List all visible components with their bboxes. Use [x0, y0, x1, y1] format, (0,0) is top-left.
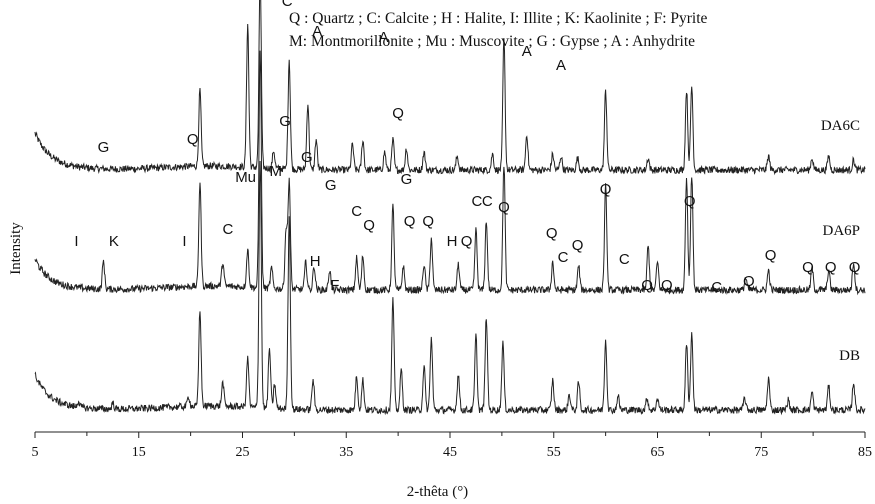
annotation-db-8: F	[330, 277, 339, 294]
series-label-db: DB	[839, 348, 860, 364]
annotation-db-20: C	[558, 249, 569, 266]
annotation-db-21: Q	[572, 237, 584, 254]
annotation-da6c-6: A	[556, 57, 566, 74]
annotation-db-23: C	[619, 251, 630, 268]
annotation-db-2: I	[182, 233, 186, 250]
legend-line-1: Q : Quartz ; C: Calcite ; H : Halite, I:…	[289, 10, 708, 27]
annotation-db-27: C	[711, 279, 722, 296]
annotation-da6c-3: A	[312, 23, 322, 40]
annotation-da6p-2: G	[301, 149, 313, 166]
annotation-db-25: Q	[661, 277, 673, 294]
annotation-da6c-1: C	[282, 0, 293, 10]
annotation-db-4: C	[223, 221, 234, 238]
annotation-db-9: C	[351, 203, 362, 220]
series-line-db	[34, 160, 866, 416]
legend-line-2: M: Montmorillonite ; Mu : Muscovite ; G …	[289, 33, 696, 50]
annotation-db-22: Q	[600, 181, 612, 198]
annotation-db-24: Q	[641, 277, 653, 294]
annotation-db-3: Q	[187, 131, 199, 148]
annotation-db-12: Q	[404, 213, 416, 230]
annotation-db-6: M	[269, 163, 282, 180]
annotation-db-19: Q	[546, 225, 558, 242]
annotation-db-28: Q	[743, 273, 755, 290]
annotation-db-29: Q	[765, 247, 777, 264]
annotation-da6p-4: G	[401, 171, 413, 188]
series-line-da6p	[34, 50, 866, 296]
annotation-db-5: Mu	[235, 169, 256, 186]
y-axis-label: Intensity	[7, 222, 24, 275]
series-line-da6c	[34, 0, 866, 176]
x-axis-label: 2-thêta (°)	[406, 484, 469, 500]
x-tick-label: 45	[443, 445, 457, 460]
series-label-da6c: DA6C	[821, 118, 860, 134]
annotation-db-16: C	[472, 193, 483, 210]
annotation-da6p-1: G	[279, 113, 291, 130]
x-tick-label: 35	[339, 445, 353, 460]
annotation-db-1: K	[109, 233, 119, 250]
x-tick-label: 25	[236, 445, 250, 460]
annotation-db-17: C	[482, 193, 493, 210]
x-tick-label: 65	[651, 445, 665, 460]
annotation-db-14: H	[447, 233, 458, 250]
x-tick-label: 85	[858, 445, 872, 460]
annotation-db-10: Q	[363, 217, 375, 234]
annotation-db-30: Q	[802, 259, 814, 276]
annotation-db-11: Q	[392, 105, 404, 122]
series-label-da6p: DA6P	[822, 223, 860, 239]
annotation-db-0: I	[74, 233, 78, 250]
annotation-db-26: Q	[684, 193, 696, 210]
x-tick-label: 75	[754, 445, 768, 460]
annotation-da6c-4: A	[379, 29, 389, 46]
annotation-db-15: Q	[461, 233, 473, 250]
annotation-db-31: Q	[825, 259, 837, 276]
annotation-db-18: Q	[498, 199, 510, 216]
annotation-da6p-0: G	[98, 139, 110, 156]
annotation-da6c-5: A	[522, 43, 532, 60]
annotation-db-7: H	[310, 253, 321, 270]
x-tick-label: 5	[32, 445, 39, 460]
annotation-db-13: Q	[422, 213, 434, 230]
annotation-da6c-2: A	[300, 0, 310, 2]
annotation-db-32: Q	[849, 259, 861, 276]
x-tick-label: 55	[547, 445, 561, 460]
annotation-da6p-3: G	[325, 177, 337, 194]
x-tick-label: 15	[132, 445, 146, 460]
